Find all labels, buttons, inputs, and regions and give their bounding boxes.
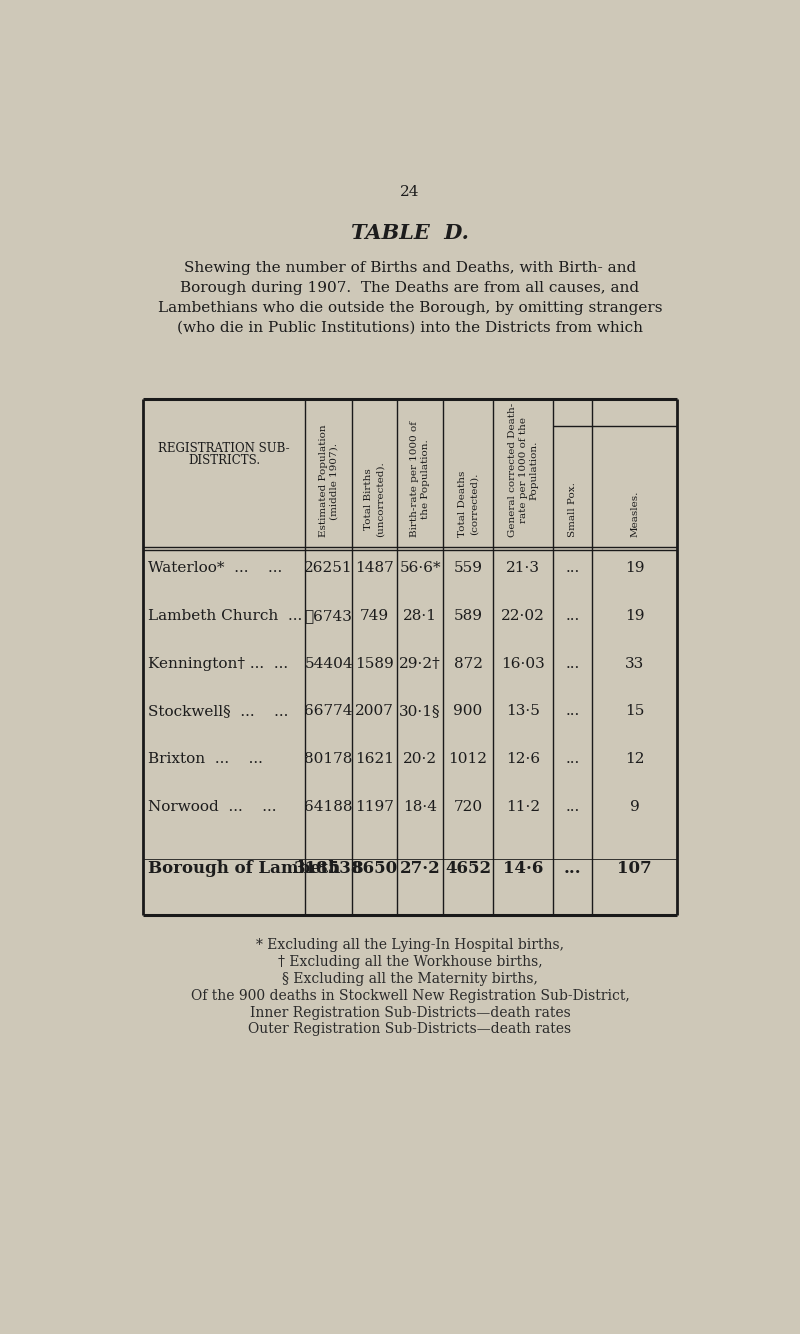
Text: † Excluding all the Workhouse births,: † Excluding all the Workhouse births, — [278, 955, 542, 968]
Text: 16·03: 16·03 — [502, 656, 545, 671]
Text: 1197: 1197 — [355, 800, 394, 814]
Text: 589: 589 — [454, 608, 482, 623]
Text: (who die in Public Institutions) into the Districts from which: (who die in Public Institutions) into th… — [177, 321, 643, 335]
Text: 107: 107 — [618, 860, 652, 876]
Text: 54404: 54404 — [304, 656, 353, 671]
Text: TABLE  D.: TABLE D. — [351, 223, 469, 243]
Text: 2007: 2007 — [355, 704, 394, 719]
Text: 19: 19 — [625, 562, 645, 575]
Text: 29·2†: 29·2† — [399, 656, 441, 671]
Text: * Excluding all the Lying-In Hospital births,: * Excluding all the Lying-In Hospital bi… — [256, 938, 564, 951]
Text: Brixton  ...    ...: Brixton ... ... — [148, 752, 263, 766]
Text: DISTRICTS.: DISTRICTS. — [188, 454, 260, 467]
Text: 30·1§: 30·1§ — [399, 704, 441, 719]
Text: 66774: 66774 — [304, 704, 353, 719]
Text: 11·2: 11·2 — [506, 800, 540, 814]
Text: Inner Registration Sub-Districts—death rates: Inner Registration Sub-Districts—death r… — [250, 1006, 570, 1019]
Text: 8650: 8650 — [351, 860, 398, 876]
Text: Measles.: Measles. — [630, 491, 639, 538]
Text: 720: 720 — [454, 800, 482, 814]
Text: 12·6: 12·6 — [506, 752, 540, 766]
Text: 28·1: 28·1 — [403, 608, 437, 623]
Text: Borough during 1907.  The Deaths are from all causes, and: Borough during 1907. The Deaths are from… — [181, 281, 639, 295]
Text: 27·2: 27·2 — [400, 860, 441, 876]
Text: 64188: 64188 — [304, 800, 353, 814]
Text: 26251: 26251 — [304, 562, 353, 575]
Text: 559: 559 — [454, 562, 482, 575]
Text: Shewing the number of Births and Deaths, with Birth- and: Shewing the number of Births and Deaths,… — [184, 261, 636, 275]
Text: 20·2: 20·2 — [403, 752, 437, 766]
Text: 14·6: 14·6 — [503, 860, 543, 876]
Text: 749: 749 — [360, 608, 389, 623]
Text: Borough of Lambeth: Borough of Lambeth — [148, 860, 341, 876]
Text: 56·6*: 56·6* — [399, 562, 441, 575]
Text: Total Deaths
(corrected).: Total Deaths (corrected). — [458, 471, 478, 538]
Text: Lambethians who die outside the Borough, by omitting strangers: Lambethians who die outside the Borough,… — [158, 301, 662, 315]
Text: Birth-rate per 1000 of
the Population.: Birth-rate per 1000 of the Population. — [410, 422, 430, 538]
Text: ...: ... — [566, 800, 580, 814]
Text: 13·5: 13·5 — [506, 704, 540, 719]
Text: Norwood  ...    ...: Norwood ... ... — [148, 800, 277, 814]
Text: Of the 900 deaths in Stockwell New Registration Sub-District,: Of the 900 deaths in Stockwell New Regis… — [190, 988, 630, 1003]
Text: 12: 12 — [625, 752, 645, 766]
Text: General corrected Death-
rate per 1000 of the
Population.: General corrected Death- rate per 1000 o… — [507, 403, 538, 538]
Text: 19: 19 — [625, 608, 645, 623]
Text: Small Pox.: Small Pox. — [568, 483, 578, 538]
Text: Total Births
(uncorrected).: Total Births (uncorrected). — [364, 462, 385, 538]
Text: 24: 24 — [400, 185, 420, 199]
Text: Kennington† ...  ...: Kennington† ... ... — [148, 656, 288, 671]
Text: ...: ... — [566, 752, 580, 766]
Text: ...: ... — [566, 656, 580, 671]
Text: Stockwell§  ...    ...: Stockwell§ ... ... — [148, 704, 289, 719]
Text: 9: 9 — [630, 800, 640, 814]
Text: 318538: 318538 — [294, 860, 363, 876]
Text: ∶6743: ∶6743 — [305, 608, 353, 623]
Text: ...: ... — [566, 562, 580, 575]
Text: 18·4: 18·4 — [403, 800, 437, 814]
Text: 22·02: 22·02 — [502, 608, 545, 623]
Text: 80178: 80178 — [305, 752, 353, 766]
Text: REGISTRATION SUB-: REGISTRATION SUB- — [158, 443, 290, 455]
Text: 21·3: 21·3 — [506, 562, 540, 575]
Text: 872: 872 — [454, 656, 482, 671]
Text: 15: 15 — [625, 704, 645, 719]
Text: 1621: 1621 — [355, 752, 394, 766]
Text: Estimated Population
(middle 1907).: Estimated Population (middle 1907). — [318, 424, 338, 538]
Text: ...: ... — [566, 704, 580, 719]
Text: 1012: 1012 — [449, 752, 488, 766]
Text: Waterloo*  ...    ...: Waterloo* ... ... — [148, 562, 282, 575]
Text: ...: ... — [564, 860, 582, 876]
Text: 900: 900 — [454, 704, 482, 719]
Text: ...: ... — [566, 608, 580, 623]
Text: 1487: 1487 — [355, 562, 394, 575]
Text: Outer Registration Sub-Districts—death rates: Outer Registration Sub-Districts—death r… — [249, 1022, 571, 1037]
Text: 33: 33 — [625, 656, 644, 671]
Text: 4652: 4652 — [445, 860, 491, 876]
Text: Lambeth Church  ...: Lambeth Church ... — [148, 608, 302, 623]
Text: § Excluding all the Maternity births,: § Excluding all the Maternity births, — [282, 971, 538, 986]
Text: 1589: 1589 — [355, 656, 394, 671]
